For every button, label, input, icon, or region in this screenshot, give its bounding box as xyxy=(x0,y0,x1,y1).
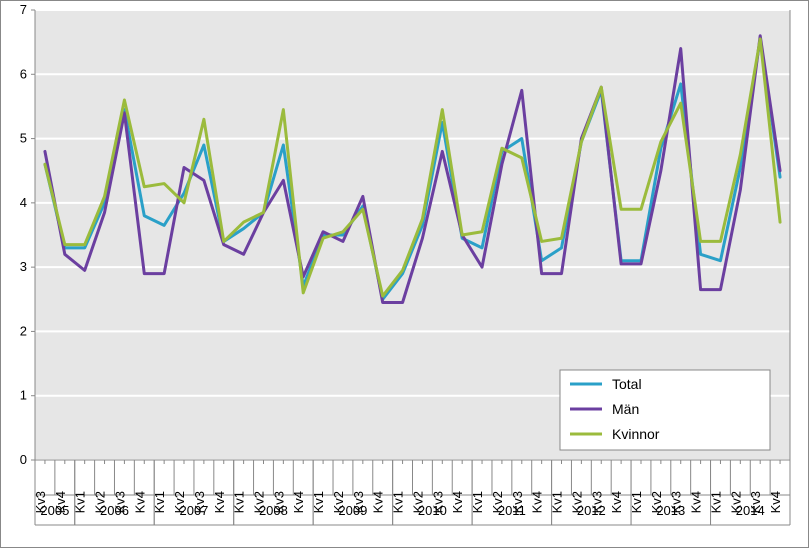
x-year-label: 2008 xyxy=(259,503,288,518)
x-year-label: 2013 xyxy=(656,503,685,518)
y-tick-label: 5 xyxy=(20,131,27,146)
x-year-label: 2009 xyxy=(338,503,367,518)
y-tick-label: 4 xyxy=(20,195,27,210)
y-tick-label: 7 xyxy=(20,2,27,17)
x-year-label: 2007 xyxy=(179,503,208,518)
x-year-label: 2012 xyxy=(577,503,606,518)
x-year-label: 2011 xyxy=(498,503,526,518)
x-year-label: 2005 xyxy=(40,503,69,518)
legend-label: Män xyxy=(612,401,639,417)
y-tick-label: 3 xyxy=(20,259,27,274)
y-tick-label: 1 xyxy=(20,388,27,403)
y-tick-label: 6 xyxy=(20,66,27,81)
line-chart: 01234567Kv3Kv4Kv1Kv2Kv3Kv4Kv1Kv2Kv3Kv4Kv… xyxy=(0,0,809,548)
x-year-label: 2014 xyxy=(736,503,765,518)
x-year-label: 2006 xyxy=(100,503,129,518)
legend-label: Total xyxy=(612,376,642,392)
y-tick-label: 0 xyxy=(20,452,27,467)
y-tick-label: 2 xyxy=(20,323,27,338)
legend-label: Kvinnor xyxy=(612,426,660,442)
x-year-label: 2010 xyxy=(418,503,447,518)
